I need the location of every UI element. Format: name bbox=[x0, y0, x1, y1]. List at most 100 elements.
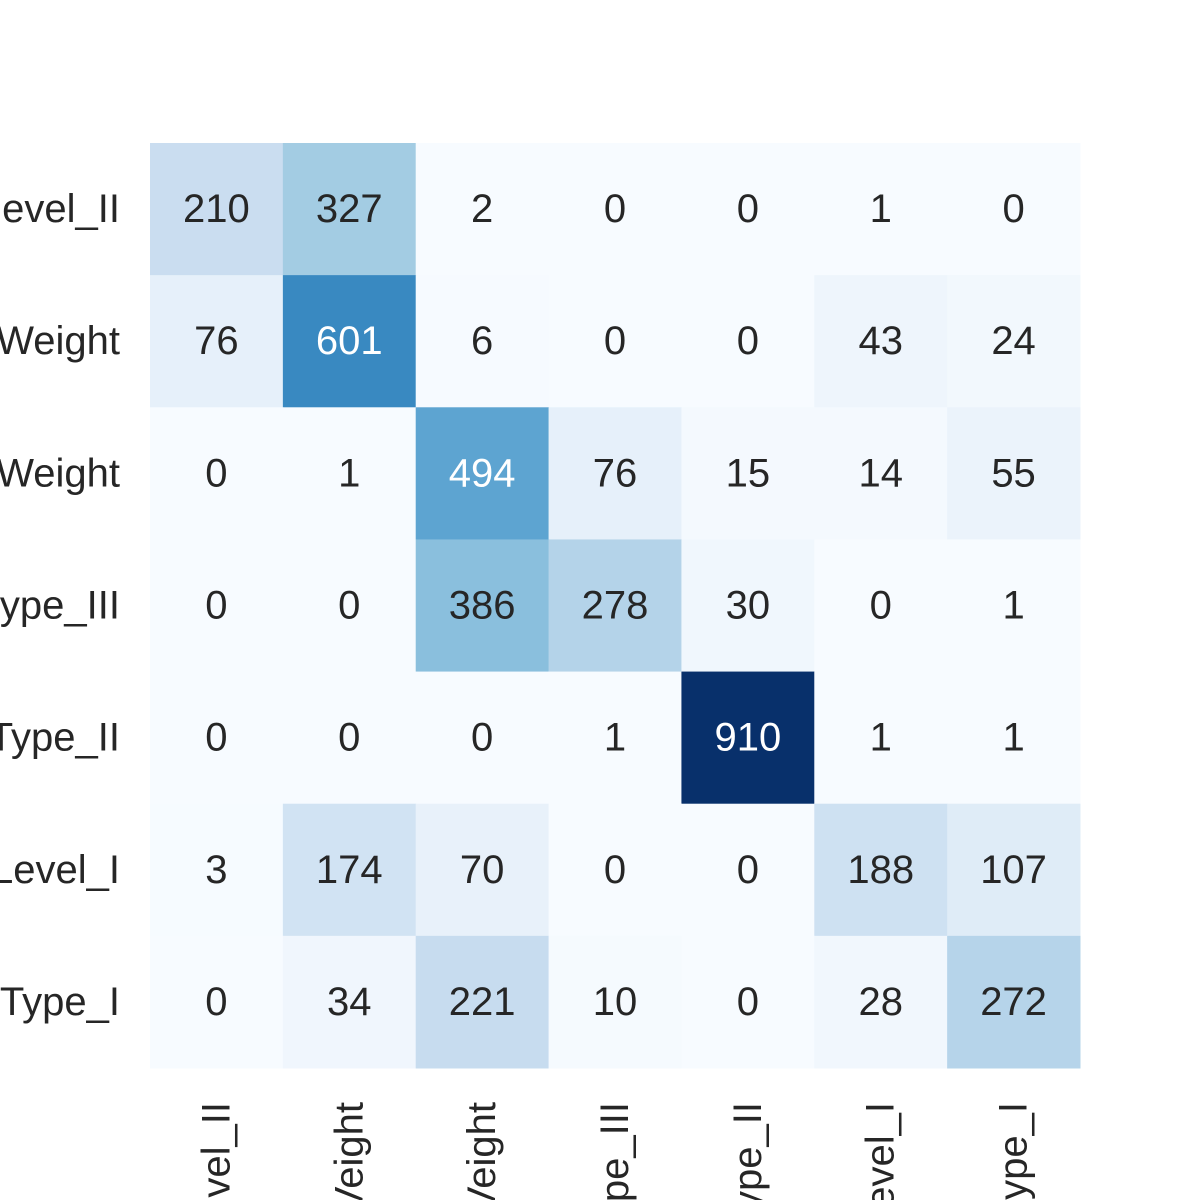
cell-annotation-r2-c4: 15 bbox=[726, 451, 771, 495]
heatmap-cell-r0-c6 bbox=[947, 143, 1081, 276]
col-labels-layer: vel_II Veight Veight pe_III ype_II evel_I ype_… bbox=[194, 1102, 1035, 1200]
cell-annotation-r0-c4: 0 bbox=[737, 187, 759, 231]
row-tick-label-5: Level_I bbox=[0, 848, 120, 892]
heatmap-cell-r5-c1 bbox=[282, 803, 417, 937]
heatmap-cell-r5-c5 bbox=[814, 803, 948, 937]
cell-annotation-r5-c6: 107 bbox=[980, 848, 1047, 892]
cell-annotation-r6-c0: 0 bbox=[205, 980, 227, 1024]
heatmap-cell-r2-c0 bbox=[150, 407, 284, 540]
heatmap-cell-r6-c1 bbox=[282, 935, 417, 1069]
cell-annotation-r1-c6: 24 bbox=[991, 319, 1036, 363]
heatmap-cell-r6-c5 bbox=[814, 935, 948, 1069]
row-tick-label-4: Type_II bbox=[0, 716, 120, 760]
heatmap-cell-r3-c0 bbox=[150, 539, 284, 673]
row-labels-layer: evel_II Weight Weight ype_III Type_II Level_I… bbox=[0, 187, 120, 1024]
col-tick-label-5: evel_I bbox=[859, 1102, 903, 1200]
cell-annotation-r3-c2: 386 bbox=[449, 584, 516, 628]
cell-annotation-r5-c0: 3 bbox=[205, 848, 227, 892]
heatmap-cell-r4-c0 bbox=[150, 671, 284, 805]
cell-annotation-r2-c5: 14 bbox=[858, 451, 903, 495]
cell-annotation-r4-c5: 1 bbox=[870, 716, 892, 760]
heatmap-cell-r1-c6 bbox=[947, 275, 1081, 408]
cell-annotation-r0-c6: 0 bbox=[1002, 187, 1024, 231]
cells-layer bbox=[150, 143, 1081, 1069]
cell-annotation-r1-c2: 6 bbox=[471, 319, 493, 363]
cell-annotation-r4-c0: 0 bbox=[205, 716, 227, 760]
heatmap-cell-r4-c4 bbox=[681, 671, 815, 805]
cell-annotation-r2-c1: 1 bbox=[338, 451, 360, 495]
row-tick-label-6: Type_I bbox=[0, 980, 120, 1024]
heatmap-cell-r3-c6 bbox=[947, 539, 1081, 673]
heatmap-cell-r5-c0 bbox=[150, 803, 284, 937]
heatmap-cell-r5-c2 bbox=[415, 803, 550, 937]
cell-annotation-r5-c1: 174 bbox=[316, 848, 383, 892]
heatmap-cell-r4-c3 bbox=[548, 671, 682, 805]
col-tick-label-2: Veight bbox=[460, 1102, 504, 1200]
heatmap-cell-r5-c6 bbox=[947, 803, 1081, 937]
cell-annotation-r4-c3: 1 bbox=[604, 716, 626, 760]
cell-annotation-r3-c1: 0 bbox=[338, 584, 360, 628]
col-tick-label-3: pe_III bbox=[593, 1102, 637, 1200]
cell-annotation-r3-c3: 278 bbox=[582, 584, 649, 628]
heatmap-cell-r1-c1 bbox=[282, 275, 417, 408]
heatmap-cell-r5-c4 bbox=[681, 803, 815, 937]
heatmap-cell-r2-c3 bbox=[548, 407, 682, 540]
heatmap-cell-r6-c3 bbox=[548, 935, 682, 1069]
cell-annotation-r4-c2: 0 bbox=[471, 716, 493, 760]
heatmap-cell-r3-c4 bbox=[681, 539, 815, 673]
heatmap-cell-r4-c6 bbox=[947, 671, 1081, 805]
heatmap-cell-r0-c0 bbox=[150, 143, 284, 276]
heatmap-cell-r2-c4 bbox=[681, 407, 815, 540]
cell-annotation-r1-c0: 76 bbox=[194, 319, 239, 363]
cell-annotation-r6-c6: 272 bbox=[980, 980, 1047, 1024]
col-tick-label-4: ype_II bbox=[726, 1102, 770, 1200]
heatmap-cell-r3-c5 bbox=[814, 539, 948, 673]
cell-annotation-r0-c0: 210 bbox=[183, 187, 250, 231]
cell-annotation-r5-c2: 70 bbox=[460, 848, 505, 892]
heatmap-cell-r3-c3 bbox=[548, 539, 682, 673]
cell-annotation-r5-c4: 0 bbox=[737, 848, 759, 892]
heatmap-cell-r6-c2 bbox=[415, 935, 550, 1069]
col-tick-label-0: vel_II bbox=[194, 1102, 238, 1198]
heatmap-cell-r2-c1 bbox=[282, 407, 417, 540]
cell-annotation-r2-c3: 76 bbox=[593, 451, 638, 495]
heatmap-cell-r3-c2 bbox=[415, 539, 550, 673]
cell-annotation-r1-c5: 43 bbox=[858, 319, 903, 363]
cell-annotation-r6-c2: 221 bbox=[449, 980, 516, 1024]
heatmap-cell-r1-c2 bbox=[415, 275, 550, 408]
cell-annotation-r6-c3: 10 bbox=[593, 980, 638, 1024]
heatmap-cell-r2-c6 bbox=[947, 407, 1081, 540]
cell-annotation-r0-c3: 0 bbox=[604, 187, 626, 231]
cell-annotation-r4-c4: 910 bbox=[714, 716, 781, 760]
annotations-layer: 210 327 2 0 0 1 076 601 6 0 0 43 240 1 494 76 15 14 550 0 38… bbox=[183, 187, 1047, 1024]
cell-annotation-r0-c5: 1 bbox=[870, 187, 892, 231]
heatmap-cell-r2-c5 bbox=[814, 407, 948, 540]
col-tick-label-6: ype_I bbox=[992, 1102, 1036, 1200]
heatmap-cell-r0-c4 bbox=[681, 143, 815, 276]
heatmap-cell-r4-c1 bbox=[282, 671, 417, 805]
cell-annotation-r6-c4: 0 bbox=[737, 980, 759, 1024]
heatmap-cell-r1-c4 bbox=[681, 275, 815, 408]
heatmap-cell-r0-c5 bbox=[814, 143, 948, 276]
heatmap-cell-r2-c2 bbox=[415, 407, 550, 540]
row-tick-label-1: Weight bbox=[0, 319, 120, 363]
heatmap-cell-r4-c2 bbox=[415, 671, 550, 805]
cell-annotation-r2-c0: 0 bbox=[205, 451, 227, 495]
heatmap-cell-r1-c0 bbox=[150, 275, 284, 408]
cell-annotation-r3-c5: 0 bbox=[870, 584, 892, 628]
cell-annotation-r3-c4: 30 bbox=[726, 584, 771, 628]
heatmap-cell-r4-c5 bbox=[814, 671, 948, 805]
heatmap-cell-r5-c3 bbox=[548, 803, 682, 937]
cell-annotation-r4-c1: 0 bbox=[338, 716, 360, 760]
heatmap-cell-r3-c1 bbox=[282, 539, 417, 673]
cell-annotation-r0-c2: 2 bbox=[471, 187, 493, 231]
cell-annotation-r5-c5: 188 bbox=[847, 848, 914, 892]
cell-annotation-r2-c6: 55 bbox=[991, 451, 1036, 495]
cell-annotation-r1-c4: 0 bbox=[737, 319, 759, 363]
row-tick-label-3: ype_III bbox=[0, 584, 120, 628]
cell-annotation-r5-c3: 0 bbox=[604, 848, 626, 892]
cell-annotation-r1-c3: 0 bbox=[604, 319, 626, 363]
heatmap-cell-r6-c0 bbox=[150, 935, 284, 1069]
